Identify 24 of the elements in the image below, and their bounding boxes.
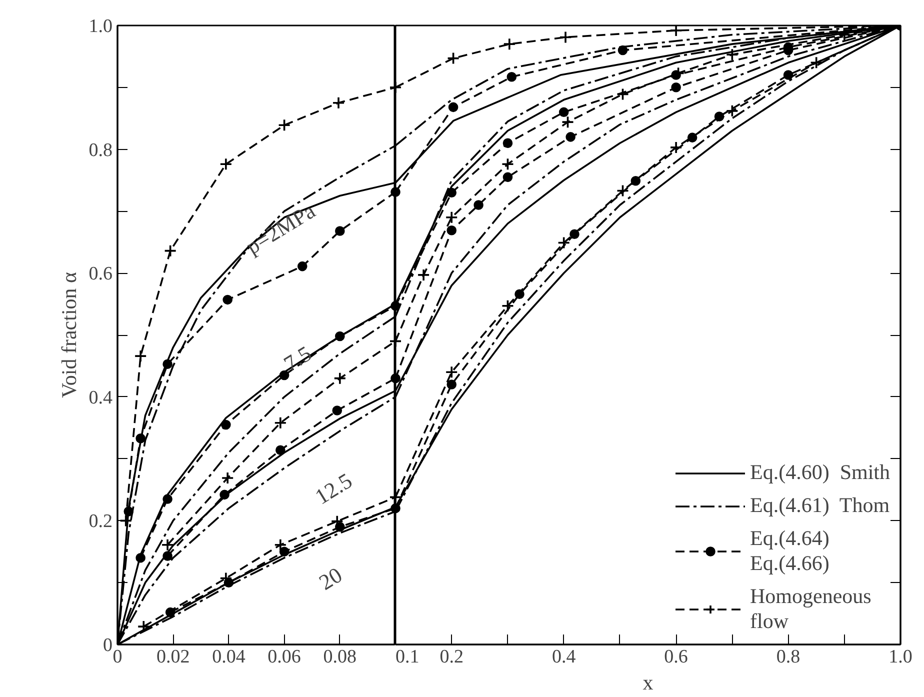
x-tick-label: 0.02 (156, 646, 190, 668)
x-tick-label: 1.0 (888, 646, 912, 668)
x-tick-label: 0.4 (552, 646, 576, 668)
x-tick-label: 0.06 (268, 646, 301, 668)
y-tick-label: 0.6 (88, 264, 112, 285)
y-tick-label: 0.4 (88, 387, 113, 408)
annotation: 7.5 (279, 340, 316, 376)
y-tick-label: 0.8 (88, 140, 112, 161)
x-tick-label: 0.2 (440, 646, 464, 668)
x-axis-title: x (642, 670, 654, 694)
x-tick-label: 0.8 (776, 646, 800, 668)
x-tick-label: 0.04 (212, 646, 246, 668)
legend-label: Eq.(4.64) Eq.(4.66) (750, 526, 830, 576)
y-axis-title: Void fraction α (56, 272, 81, 398)
annotation: 20 (314, 562, 346, 595)
legend-label: Eq.(4.61) Thom (750, 493, 890, 518)
x-tick-label: 0.6 (664, 646, 688, 668)
annotation: 12.5 (310, 468, 356, 510)
x-tick-label: 0.08 (323, 646, 357, 668)
legend-label: Homogeneous flow (750, 584, 872, 634)
y-tick-label: 0.2 (88, 511, 112, 532)
x-tick-label: 0.1 (396, 646, 420, 668)
y-tick-label: 1.0 (88, 16, 112, 37)
legend-label: Eq.(4.60) Smith (750, 460, 890, 485)
